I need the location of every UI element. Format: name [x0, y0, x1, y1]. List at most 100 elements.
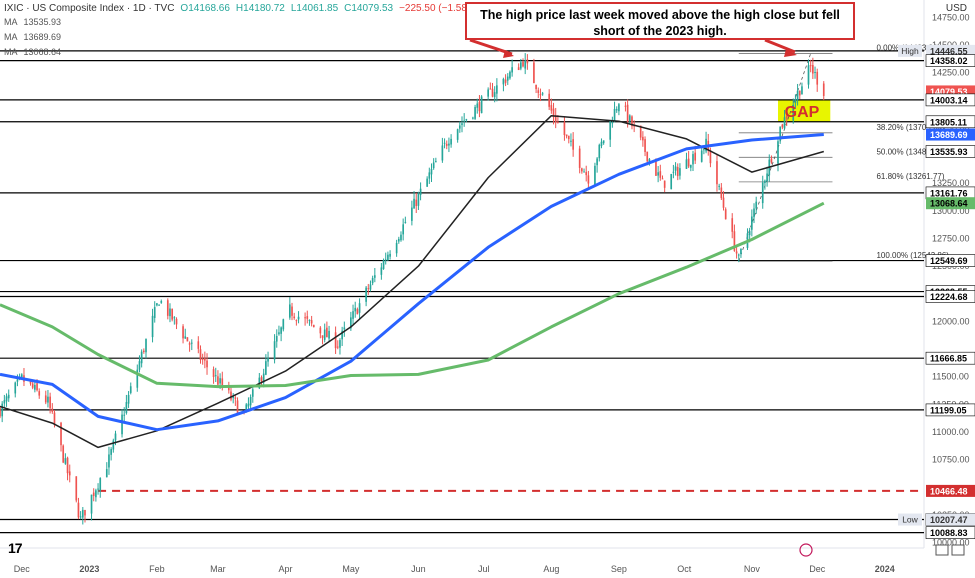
candle-body	[766, 173, 768, 182]
candle-body	[262, 373, 265, 383]
ma-legend-1[interactable]: MA 13535.93	[4, 17, 62, 27]
candle-body	[64, 458, 67, 464]
tradingview-logo[interactable]: 17	[8, 540, 23, 556]
candle-body	[430, 168, 433, 175]
candle-body	[443, 142, 446, 144]
candle-body	[217, 376, 219, 385]
candle-body	[611, 122, 614, 124]
high-value: H14180.72	[235, 2, 285, 14]
candle-body	[125, 402, 128, 414]
candle-body	[31, 383, 34, 388]
candle-body	[415, 199, 418, 207]
candle-body	[807, 65, 810, 85]
price-tag-value: 10088.83	[930, 528, 968, 538]
price-tag-label-bg	[898, 44, 922, 57]
candle-body	[417, 193, 420, 206]
candle-body	[321, 335, 324, 338]
candle-body	[785, 115, 788, 119]
currency-label[interactable]: USD	[945, 3, 967, 14]
candle-body	[557, 121, 559, 123]
candle-body	[308, 319, 311, 321]
candle-body	[535, 84, 537, 90]
candle-body	[365, 287, 367, 302]
candle-body	[199, 349, 202, 360]
candle-body	[428, 172, 431, 179]
candle-body	[75, 476, 78, 501]
candle-body	[572, 139, 574, 150]
moving-average-line	[0, 114, 825, 449]
candle-body	[371, 277, 374, 284]
candle-body	[236, 400, 239, 414]
fib-label: 50.00% (13483.54)	[876, 147, 944, 156]
price-tag-value: 10466.48	[930, 486, 968, 496]
candle-body	[596, 158, 598, 166]
candle-body	[68, 471, 71, 476]
candle-body	[567, 135, 570, 140]
callout-arrowhead-left	[503, 50, 514, 58]
candle-body	[3, 400, 6, 404]
candle-body	[631, 116, 633, 127]
candle-body	[306, 316, 309, 319]
candle-body	[343, 327, 346, 330]
candle-body	[319, 327, 322, 334]
candle-body	[145, 338, 147, 353]
candle-body	[369, 284, 372, 290]
candle-body	[794, 99, 797, 104]
candle-body	[709, 150, 712, 164]
candle-body	[153, 307, 156, 318]
calendar-icon	[799, 543, 813, 557]
y-tick-label: 11500.00	[932, 372, 969, 382]
candle-body	[594, 165, 596, 186]
ma-legend-2[interactable]: MA 13689.69	[4, 32, 62, 42]
candle-body	[121, 414, 123, 435]
candle-body	[539, 94, 542, 96]
price-tag-bg	[925, 93, 975, 107]
candle-body	[328, 330, 330, 339]
candle-body	[356, 309, 359, 315]
candle-body	[136, 369, 139, 388]
price-tag-bg	[926, 197, 975, 210]
candle-body	[517, 67, 520, 70]
candle-body	[801, 86, 803, 95]
candle-body	[520, 62, 522, 69]
candle-body	[339, 340, 341, 348]
y-tick-label: 13250.00	[932, 178, 970, 188]
candle-body	[312, 325, 315, 327]
candle-body	[615, 109, 618, 111]
candle-body	[633, 125, 635, 127]
candle-body	[323, 329, 326, 340]
candle-body	[639, 125, 642, 138]
candle-body	[190, 342, 193, 344]
candle-body	[175, 318, 178, 325]
candle-body	[384, 259, 387, 261]
symbol-header: IXIC · US Composite Index · 1D · TVC O14…	[0, 0, 479, 16]
candle-body	[450, 138, 452, 145]
candle-body	[249, 396, 252, 406]
candle-body	[609, 120, 612, 140]
y-tick-label: 10000.00	[932, 537, 970, 547]
x-tick-label: 2023	[79, 564, 99, 574]
ma-legend-3[interactable]: MA 13068.64	[4, 47, 62, 57]
candle-body	[358, 303, 361, 313]
price-tag-value: 14358.02	[930, 56, 968, 66]
candle-body	[816, 71, 819, 85]
candle-body	[219, 378, 221, 384]
price-tag-bg	[925, 54, 975, 67]
candle-body	[267, 357, 269, 362]
candle-body	[419, 188, 422, 196]
candle-body	[496, 85, 498, 94]
candle-body	[657, 172, 659, 176]
price-tag-value: 12549.69	[930, 256, 968, 266]
candle-body	[618, 104, 620, 112]
candle-body	[426, 178, 428, 187]
price-tag-value: 11666.85	[930, 354, 967, 364]
candle-body	[206, 360, 208, 368]
annotation-callout: The high price last week moved above the…	[465, 2, 855, 40]
candle-body	[687, 158, 690, 167]
candle-body	[221, 378, 224, 387]
candle-body	[404, 221, 407, 223]
candle-body	[626, 104, 629, 122]
candle-body	[600, 141, 603, 146]
symbol-title[interactable]: IXIC · US Composite Index · 1D · TVC	[4, 2, 175, 14]
